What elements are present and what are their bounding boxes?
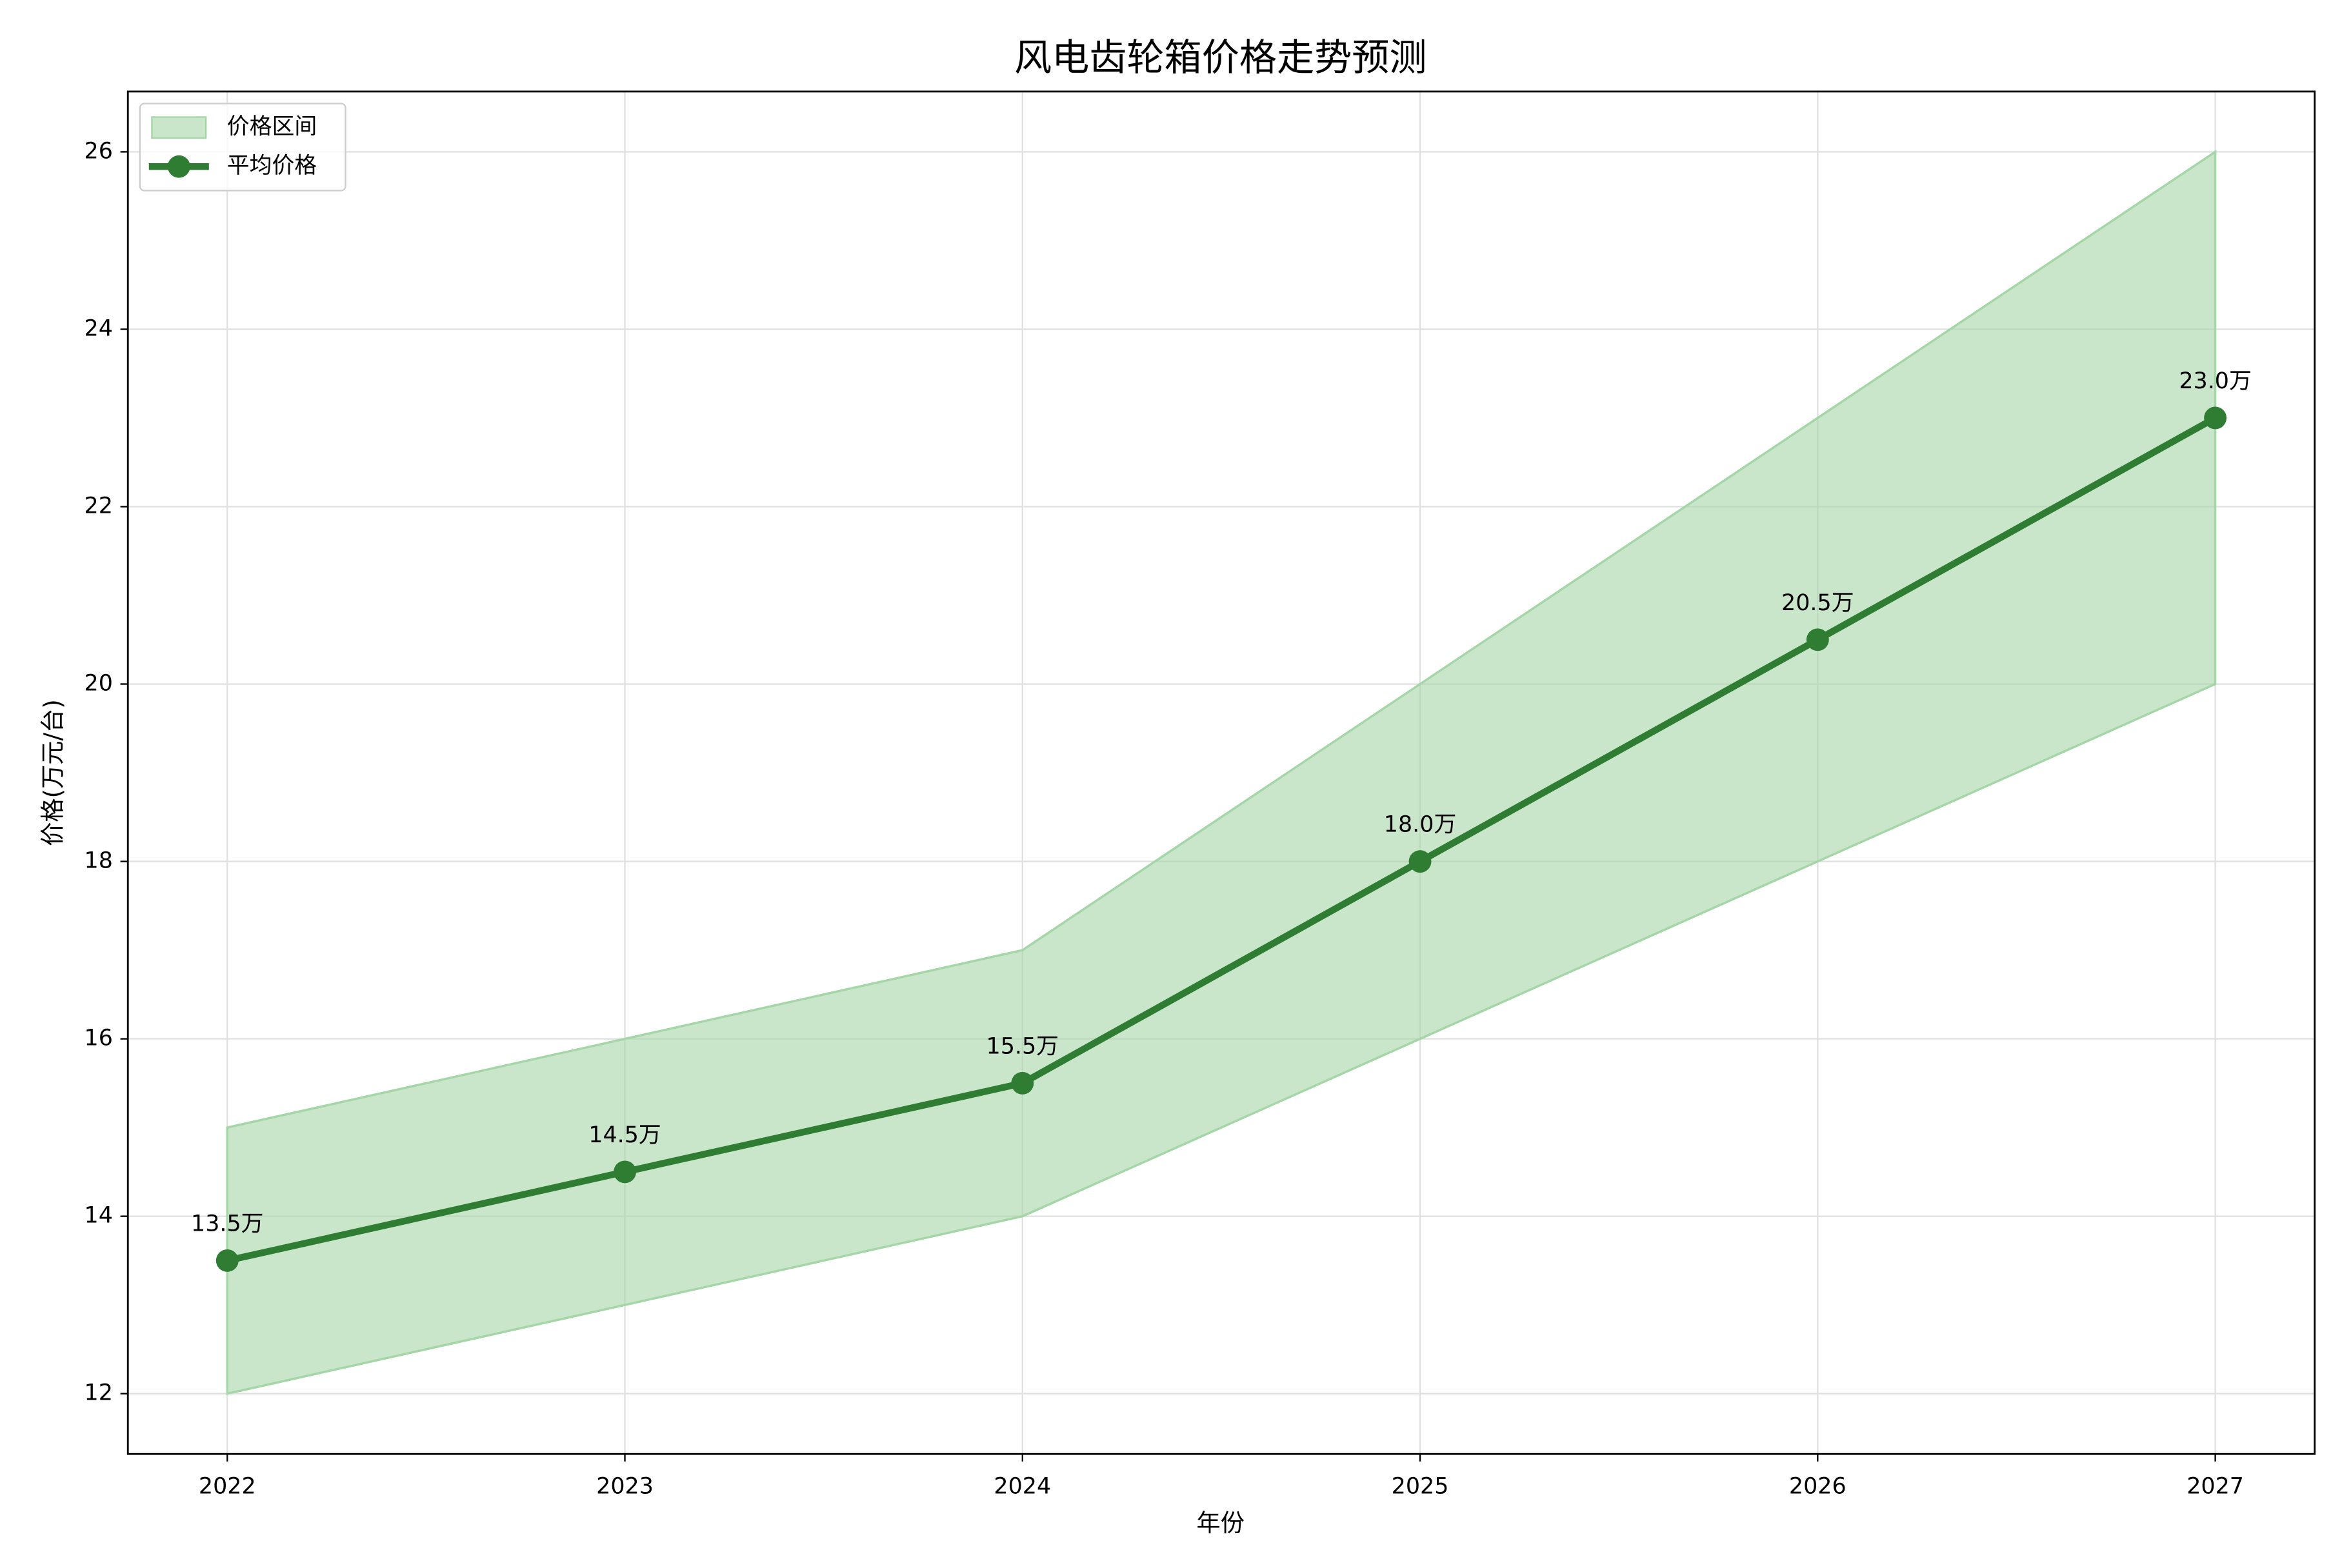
- point: [614, 1160, 636, 1184]
- data-label: 13.5万: [191, 1211, 264, 1237]
- x-tick-label: 2023: [596, 1473, 654, 1499]
- y-tick-label: 22: [85, 493, 113, 519]
- point: [1408, 850, 1432, 873]
- line: [226, 415, 2217, 1264]
- point: [1011, 1071, 1034, 1095]
- data-label: 14.5万: [588, 1122, 661, 1148]
- chart-title: 风电齿轮箱价格走势预测: [1014, 35, 1427, 79]
- point: [215, 1249, 239, 1272]
- legend-label: 平均价格: [227, 153, 317, 179]
- y-tick-label: 20: [85, 671, 113, 697]
- y-axis-label: 价格(万元/台): [39, 699, 67, 846]
- y-tick-label: 14: [85, 1203, 113, 1229]
- y-tick-label: 26: [85, 138, 113, 164]
- x-tick-label: 2024: [994, 1473, 1051, 1499]
- y-tick-label: 24: [85, 315, 113, 341]
- plot-frame: [126, 90, 2316, 1455]
- data-label: 20.5万: [1781, 590, 1854, 616]
- x-axis-label: 年份: [1197, 1509, 1245, 1537]
- price-band: [226, 150, 2217, 1395]
- x-tick-label: 2026: [1789, 1473, 1847, 1499]
- legend-label: 价格区间: [227, 114, 317, 140]
- legend-swatch: [151, 116, 207, 139]
- legend-marker: [167, 155, 190, 178]
- data-label: 23.0万: [2179, 368, 2252, 394]
- x-tick-label: 2027: [2187, 1473, 2244, 1499]
- point: [1806, 628, 1829, 651]
- point: [2204, 406, 2227, 430]
- data-label: 18.0万: [1384, 812, 1457, 838]
- x-tick-label: 2022: [199, 1473, 256, 1499]
- y-tick-label: 12: [85, 1380, 113, 1406]
- y-tick-label: 16: [85, 1026, 113, 1051]
- y-tick-label: 18: [85, 848, 113, 874]
- x-tick-label: 2025: [1392, 1473, 1449, 1499]
- data-label: 15.5万: [986, 1034, 1059, 1060]
